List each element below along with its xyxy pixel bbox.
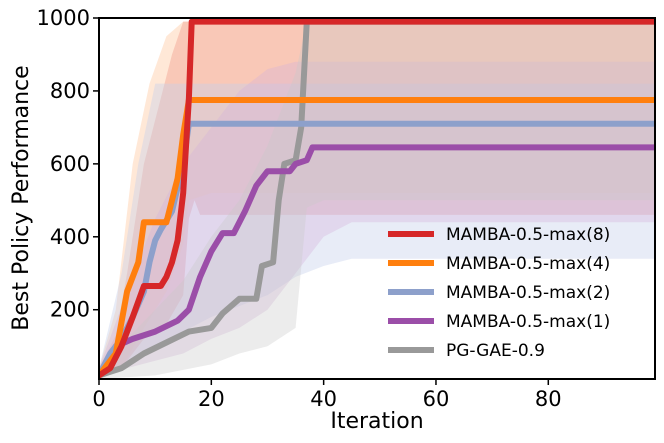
- legend-label-pg-gae-0-9: PG-GAE-0.9: [446, 341, 545, 361]
- legend-label-mamba-0-5-max-2: MAMBA-0.5-max(2): [446, 283, 610, 303]
- x-axis-title: Iteration: [330, 409, 423, 434]
- band-mamba-0-5-max-4: [99, 21, 655, 379]
- x-tick-label: 0: [92, 387, 105, 411]
- plot-frame: [98, 17, 656, 380]
- legend-label-mamba-0-5-max-1: MAMBA-0.5-max(1): [446, 312, 610, 332]
- x-axis: 0 20 40 60 80: [92, 379, 562, 411]
- legend-label-mamba-0-5-max-4: MAMBA-0.5-max(4): [446, 254, 610, 274]
- y-axis-title: Best Policy Performance: [9, 65, 34, 330]
- y-tick-label: 200: [50, 298, 90, 322]
- y-tick-label: 600: [50, 152, 90, 176]
- x-tick-label: 80: [535, 387, 562, 411]
- series-line-pg-gae-0-9: [99, 18, 655, 379]
- y-tick-label: 400: [50, 225, 90, 249]
- y-tick-label: 1000: [37, 6, 90, 30]
- series-line-mamba-0-5-max-8: [99, 18, 655, 379]
- confidence-bands: [99, 21, 655, 379]
- x-tick-label: 60: [423, 387, 450, 411]
- band-mamba-0-5-max-2: [99, 83, 655, 379]
- y-axis: 200 400 600 800 1000: [37, 6, 99, 322]
- x-tick-label: 40: [310, 387, 337, 411]
- y-tick-label: 800: [50, 79, 90, 103]
- band-mamba-0-5-max-8: [99, 21, 655, 379]
- legend: MAMBA-0.5-max(8) MAMBA-0.5-max(4) MAMBA-0.…: [388, 225, 610, 361]
- series-lines: [99, 18, 655, 379]
- x-tick-label: 20: [198, 387, 225, 411]
- series-line-mamba-0-5-max-1: [99, 144, 655, 379]
- band-pg-gae-0-9: [99, 21, 655, 379]
- legend-label-mamba-0-5-max-8: MAMBA-0.5-max(8): [446, 225, 610, 245]
